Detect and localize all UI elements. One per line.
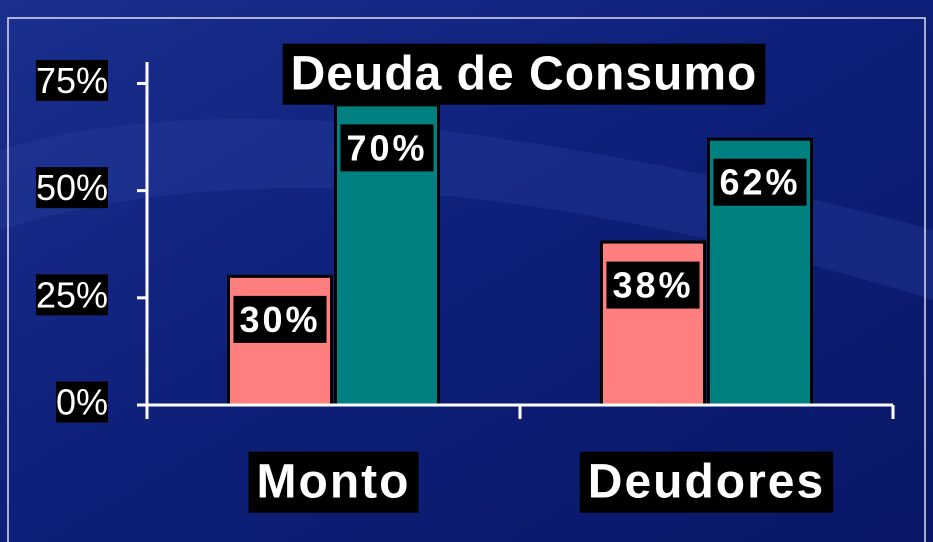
y-tick-label: 50%: [36, 167, 108, 208]
y-tick-label: 75%: [36, 60, 108, 101]
y-tick-label-box: [55, 381, 108, 423]
swoosh: [0, 118, 933, 300]
value-label-box: [233, 295, 327, 343]
chart-title-box: [282, 43, 766, 105]
value-label-box: [340, 124, 434, 172]
y-tick-label-box: [35, 274, 108, 316]
value-label: 70%: [346, 127, 427, 168]
frame: [7, 17, 926, 542]
y-tick-label: 25%: [36, 274, 108, 315]
x-tick-label-box: [248, 451, 419, 513]
value-label-box: [713, 158, 807, 206]
x-tick-label: Deudores: [588, 456, 825, 509]
y-tick-label-box: [35, 59, 108, 101]
value-label: 30%: [239, 299, 320, 340]
value-label-box: [606, 261, 700, 309]
y-tick-label-box: [35, 167, 108, 209]
chart-title: Deuda de Consumo: [291, 48, 758, 101]
x-tick-label: Monto: [257, 456, 411, 509]
value-label: 38%: [612, 265, 693, 306]
value-label: 62%: [719, 162, 800, 203]
x-tick-label-box: [579, 451, 834, 513]
y-tick-label: 0%: [56, 382, 108, 423]
